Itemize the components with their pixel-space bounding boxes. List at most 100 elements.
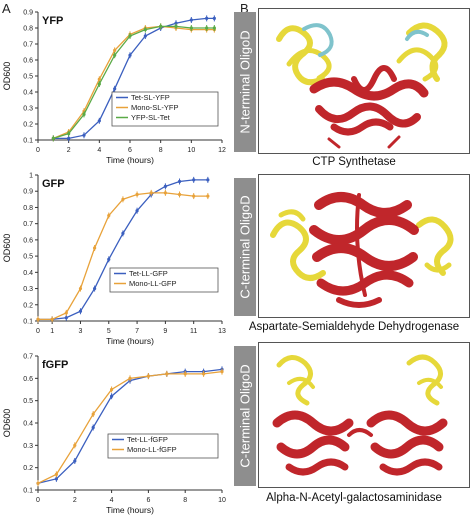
data-point	[107, 213, 111, 218]
data-point	[159, 24, 163, 28]
legend-entry: Tet-LL-GFP	[129, 269, 168, 278]
legend-entry: Mono-SL-YFP	[131, 103, 179, 112]
x-tick-label: 10	[187, 147, 195, 154]
x-tick-label: 5	[107, 328, 111, 335]
x-tick-label: 6	[146, 497, 150, 504]
side-label-1: N-terminal OligoD	[234, 12, 256, 152]
data-point	[205, 26, 209, 30]
data-point	[177, 179, 182, 184]
data-point	[113, 48, 117, 53]
x-tick-label: 2	[73, 497, 77, 504]
data-point	[97, 77, 101, 81]
data-point	[51, 136, 55, 140]
data-point	[206, 178, 210, 182]
x-tick-label: 6	[128, 147, 132, 154]
x-axis-label: Time (hours)	[106, 505, 154, 515]
data-point	[128, 34, 132, 38]
chart-title: YFP	[42, 15, 63, 27]
data-point	[113, 53, 117, 57]
x-tick-label: 13	[218, 328, 226, 335]
y-tick-label: 0.3	[23, 443, 33, 450]
y-tick-label: 0.6	[23, 376, 33, 383]
y-tick-label: 0.8	[23, 26, 33, 33]
data-point	[82, 133, 86, 137]
y-tick-label: 0.2	[23, 122, 33, 129]
x-tick-label: 3	[79, 328, 83, 335]
legend-entry: YFP-SL-Tet	[131, 113, 171, 122]
data-point	[121, 197, 125, 201]
structure-image-alpha-n-acetyl-galactosaminidase	[258, 342, 470, 488]
data-point	[107, 257, 111, 261]
y-tick-label: 0.3	[23, 106, 33, 113]
x-tick-label: 0	[36, 147, 40, 154]
data-point	[165, 372, 169, 376]
data-point	[143, 34, 147, 38]
side-label-text-2: C-terminal OligoD	[237, 195, 253, 299]
panel-letter-b: B	[240, 1, 249, 16]
data-point	[135, 209, 139, 213]
data-point	[177, 192, 182, 197]
y-tick-label: 0.2	[23, 465, 33, 472]
data-point	[189, 26, 193, 30]
data-point	[143, 28, 147, 32]
data-point	[189, 18, 193, 22]
chart-title: GFP	[42, 178, 65, 190]
y-tick-label: 0.4	[23, 90, 33, 97]
y-tick-label: 0.9	[23, 10, 33, 17]
x-tick-label: 10	[218, 497, 226, 504]
data-point	[78, 309, 83, 313]
legend-entry: Mono-LL-GFP	[129, 279, 177, 288]
y-tick-label: 0.5	[23, 398, 33, 405]
protein-name-1: CTP Synthetase	[312, 156, 396, 168]
data-point	[163, 191, 167, 195]
y-tick-label: 0.7	[23, 42, 33, 49]
protein-cartoon-1	[276, 22, 448, 149]
data-point	[97, 119, 101, 123]
data-point	[205, 16, 209, 20]
data-point	[135, 192, 139, 197]
protein-name-3: Alpha-N-Acetyl-galactosaminidase	[266, 492, 442, 504]
legend-box	[107, 433, 219, 459]
x-tick-label: 8	[183, 497, 187, 504]
data-point	[121, 231, 125, 235]
legend-entry: Tet-LL-fGFP	[127, 435, 168, 444]
protein-name-2: Aspartate-Semialdehyde Dehydrogenase	[248, 321, 460, 333]
data-point	[146, 374, 150, 378]
data-point	[192, 178, 196, 182]
y-tick-label: 0.6	[23, 237, 33, 244]
y-tick-label: 0.9	[23, 189, 33, 196]
legend-box	[109, 267, 219, 293]
x-axis-label: Time (hours)	[106, 155, 154, 165]
data-point	[110, 387, 114, 392]
series-line	[37, 368, 223, 484]
y-tick-label: 0.3	[23, 286, 33, 293]
data-point	[110, 394, 114, 398]
data-point	[64, 316, 68, 320]
data-point	[192, 194, 196, 198]
side-label-2: C-terminal OligoD	[234, 178, 256, 316]
side-label-text-1: N-terminal OligoD	[237, 30, 253, 134]
data-point	[67, 136, 71, 140]
y-tick-label: 0.7	[23, 354, 33, 361]
data-point	[97, 82, 101, 86]
series-line	[53, 25, 215, 139]
series-line	[53, 17, 215, 140]
data-point	[64, 311, 68, 315]
y-tick-label: 0.5	[23, 74, 33, 81]
legend-entry: Tet-SL-YFP	[131, 93, 170, 102]
x-tick-label: 12	[218, 147, 226, 154]
x-tick-label: 4	[110, 497, 114, 504]
y-tick-label: 0.4	[23, 421, 33, 428]
chart-yfp: YFP 0 2 4 6 8 10 12 0.1 0.2 0.3 0.4 0.5 0.6 0.7 0.8 0.9 T…	[2, 10, 226, 166]
x-axis-label: Time (hours)	[106, 336, 154, 346]
y-tick-label: 0.6	[23, 58, 33, 65]
data-point	[54, 472, 59, 476]
x-tick-label: 11	[190, 328, 197, 335]
y-tick-label: 0.5	[23, 254, 33, 261]
x-tick-label: 4	[97, 147, 101, 154]
data-point	[93, 246, 97, 250]
data-point	[54, 477, 59, 481]
y-tick-label: 0.7	[23, 221, 33, 228]
y-tick-label: 0.8	[23, 205, 33, 212]
